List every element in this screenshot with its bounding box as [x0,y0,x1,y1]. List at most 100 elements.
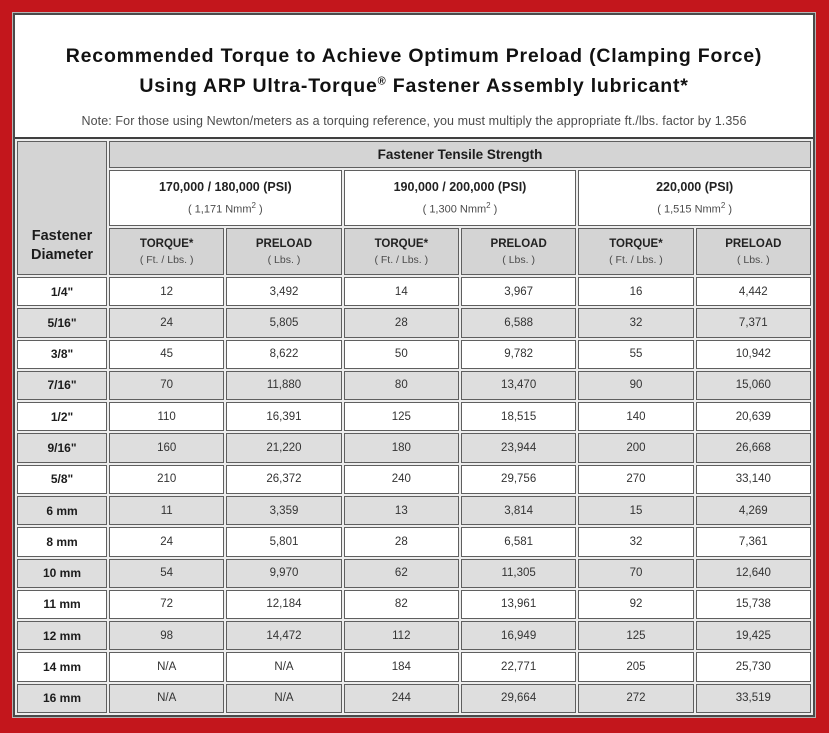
value-cell: 18,515 [460,402,577,432]
value-cell: N/A [109,683,225,713]
table-row: 16 mm N/A N/A 244 29,664 272 33,519 [17,683,811,713]
torque-unit: ( Ft. / Lbs. ) [609,253,663,266]
diameter-cell: 11 mm [17,589,107,620]
strength-group-1-header: 170,000 / 180,000 (PSI) ( 1,171 Nmm2 ) [109,170,342,226]
value-cell: 14,472 [226,621,342,651]
strength-group-2-nmm: ( 1,300 Nmm2 ) [347,201,574,216]
strength-group-3-header: 220,000 (PSI) ( 1,515 Nmm2 ) [578,170,811,226]
diameter-cell: 16 mm [17,683,107,713]
value-cell: 16,949 [460,621,577,651]
value-cell: 140 [578,402,694,432]
value-cell: 6,588 [460,308,577,338]
value-cell: 13,470 [460,370,577,401]
nmm-suffix: ) [490,203,498,216]
table-row: 6 mm 11 3,359 13 3,814 15 4,269 [17,495,811,526]
nmm-superscript: 2 [251,201,256,211]
diameter-cell: 14 mm [17,652,107,682]
value-cell: 112 [343,621,459,651]
value-cell: 6,581 [460,527,577,557]
value-cell: 5,801 [226,527,342,557]
strength-group-3-psi: 220,000 (PSI) [656,180,734,195]
diameter-cell: 1/2" [17,402,107,432]
diameter-cell: 9/16" [17,433,107,463]
value-cell: 7,371 [695,308,811,338]
preload-unit: ( Lbs. ) [267,253,301,266]
diameter-cell: 1/4" [17,277,107,307]
value-cell: 205 [578,652,694,682]
value-cell: 240 [343,464,459,494]
torque-label: TORQUE* [139,237,194,250]
preload-label: PRELOAD [725,237,782,250]
value-cell: 29,664 [460,683,577,713]
value-cell: 23,944 [460,433,577,463]
torque-label: TORQUE* [374,237,429,250]
torque-column-header: TORQUE* ( Ft. / Lbs. ) [578,228,694,275]
value-cell: 10,942 [695,339,811,369]
preload-unit: ( Lbs. ) [736,253,770,266]
strength-group-2-psi: 190,000 / 200,000 (PSI) [393,180,527,195]
value-cell: 11 [109,495,225,526]
value-cell: 28 [343,527,459,557]
value-cell: 72 [109,589,225,620]
value-cell: 50 [343,339,459,369]
value-cell: 54 [109,558,225,588]
value-cell: 9,782 [460,339,577,369]
value-cell: 15 [578,495,694,526]
table-row: 12 mm 98 14,472 112 16,949 125 19,425 [17,621,811,651]
value-cell: 270 [578,464,694,494]
value-cell: N/A [226,683,342,713]
value-cell: 62 [343,558,459,588]
strength-group-1-psi: 170,000 / 180,000 (PSI) [158,180,292,195]
table-row: 1/4" 12 3,492 14 3,967 16 4,442 [17,277,811,307]
diameter-cell: 5/8" [17,464,107,494]
nmm-text: ( 1,300 Nmm [422,203,487,216]
value-cell: 33,140 [695,464,811,494]
diameter-cell: 10 mm [17,558,107,588]
page-title-line-2: Using ARP Ultra-Torque® Fastener Assembl… [15,71,813,101]
preload-unit: ( Lbs. ) [502,253,535,266]
torque-label: TORQUE* [609,237,663,250]
nmm-suffix: ) [255,203,263,216]
value-cell: 3,492 [226,277,342,307]
value-cell: 92 [578,589,694,620]
value-cell: 80 [343,370,459,401]
torque-unit: ( Ft. / Lbs. ) [139,253,194,266]
value-cell: 110 [109,402,225,432]
value-cell: 200 [578,433,694,463]
value-cell: 26,372 [226,464,342,494]
table-row: 8 mm 24 5,801 28 6,581 32 7,361 [17,527,811,557]
torque-unit: ( Ft. / Lbs. ) [374,253,429,266]
value-cell: 55 [578,339,694,369]
value-cell: 3,967 [460,277,577,307]
value-cell: 13 [343,495,459,526]
title-line-2-text: Using ARP Ultra-Torque [139,75,378,98]
value-cell: 22,771 [460,652,577,682]
value-cell: 19,425 [695,621,811,651]
value-cell: 7,361 [695,527,811,557]
value-cell: 70 [578,558,694,588]
strength-group-1-nmm: ( 1,171 Nmm2 ) [112,201,339,216]
value-cell: 28 [343,308,459,338]
group-header-row: Fastener Diameter Fastener Tensile Stren… [17,141,811,275]
diameter-cell: 5/16" [17,308,107,338]
nmm-suffix: ) [725,203,733,216]
value-cell: 70 [109,370,225,401]
value-cell: 24 [109,308,225,338]
value-cell: N/A [226,652,342,682]
nmm-text: ( 1,171 Nmm [187,203,252,216]
table-row: 5/16" 24 5,805 28 6,588 32 7,371 [17,308,811,338]
value-cell: 15,738 [695,589,811,620]
table-row: 5/8" 210 26,372 240 29,756 270 33,140 [17,464,811,494]
table-row: 3/8" 45 8,622 50 9,782 55 10,942 [17,339,811,369]
nmm-text: ( 1,515 Nmm [657,203,721,216]
value-cell: 3,359 [226,495,342,526]
value-cell: 24 [109,527,225,557]
value-cell: 11,305 [460,558,577,588]
value-cell: N/A [109,652,225,682]
page-title-line-1: Recommended Torque to Achieve Optimum Pr… [65,45,763,67]
value-cell: 20,639 [695,402,811,432]
value-cell: 125 [578,621,694,651]
value-cell: 210 [109,464,225,494]
table-row: 9/16" 160 21,220 180 23,944 200 26,668 [17,433,811,463]
